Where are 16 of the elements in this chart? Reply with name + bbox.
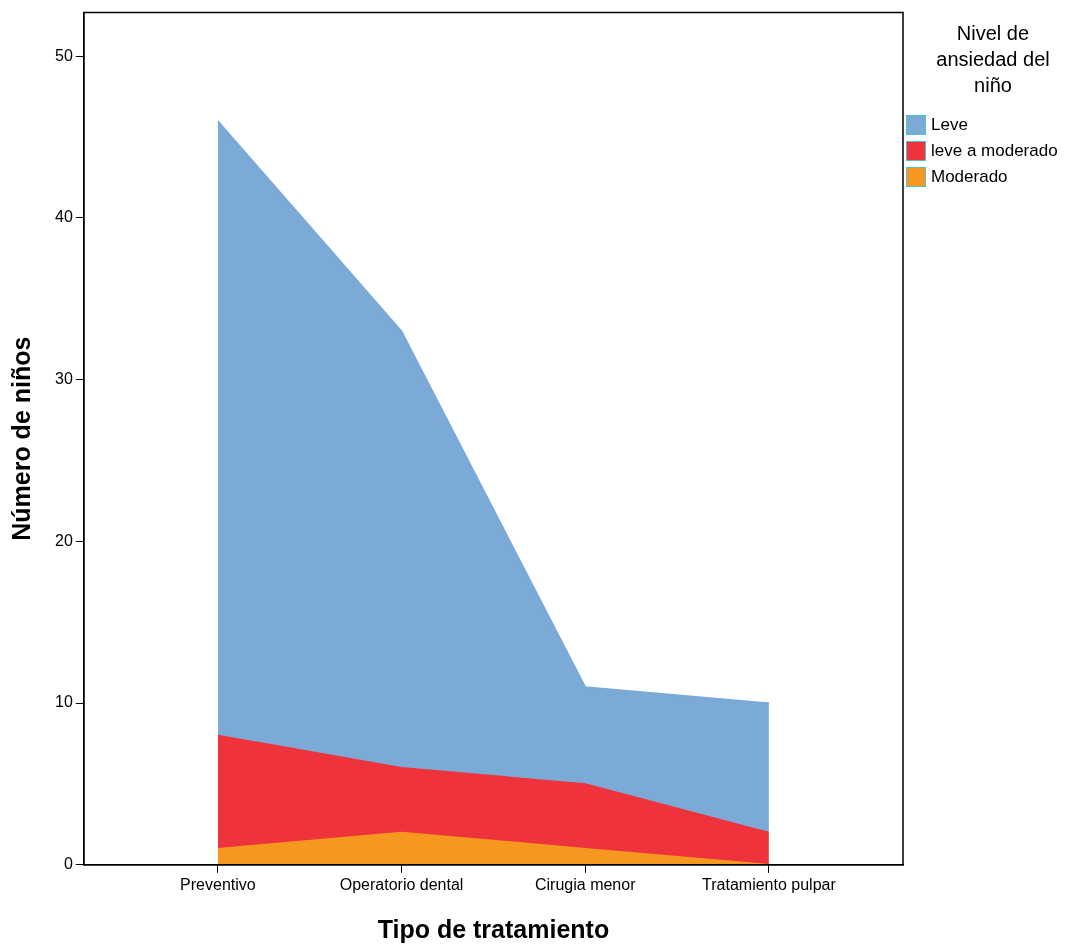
legend-title: Nivel de ansiedad del niño — [935, 21, 1051, 98]
y-axis-title: Número de niños — [6, 336, 35, 541]
y-tick-label: 0 — [63, 855, 73, 873]
x-tick-label: Tratamiento pulpar — [702, 875, 837, 893]
x-tick-label: Operatorio dental — [339, 875, 464, 893]
x-tick-label: Preventivo — [180, 875, 256, 893]
y-tick-label: 50 — [55, 46, 73, 64]
x-tick-label: Cirugia menor — [535, 875, 637, 893]
y-tick-label: 10 — [55, 693, 73, 711]
legend-label: Leve — [931, 115, 968, 135]
legend-label: leve a moderado — [931, 141, 1058, 161]
y-tick-label: 30 — [55, 370, 73, 388]
legend-label: Moderado — [931, 167, 1008, 187]
y-tick-label: 20 — [55, 531, 73, 549]
x-axis-title: Tipo de tratamiento — [377, 914, 610, 943]
y-tick-label: 40 — [55, 208, 73, 226]
